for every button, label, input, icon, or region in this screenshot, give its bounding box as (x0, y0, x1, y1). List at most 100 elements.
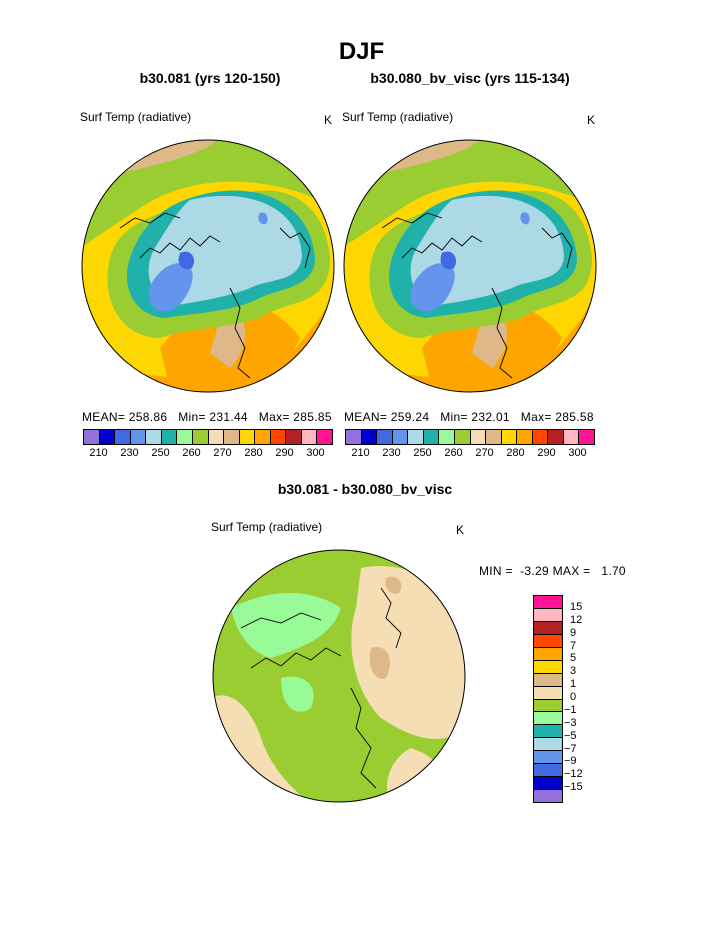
panel1-colorbar (83, 429, 333, 445)
colorbar-tick-label: 230 (382, 447, 401, 459)
colorbar-tick-label: −9 (564, 755, 577, 768)
panel1-title: b30.081 (yrs 120-150) (139, 70, 281, 86)
colorbar-tick-label: −3 (564, 716, 577, 729)
colorbar-swatch (423, 430, 440, 444)
colorbar-swatch (270, 430, 287, 444)
colorbar-tick-label: 210 (89, 447, 108, 459)
colorbar-tick-label: 1 (570, 678, 577, 691)
colorbar-swatch (534, 647, 562, 661)
panel2-colorbar (345, 429, 595, 445)
colorbar-tick-label: 280 (244, 447, 263, 459)
colorbar-swatch (534, 673, 562, 687)
colorbar-swatch (177, 430, 193, 444)
colorbar-swatch (534, 712, 562, 726)
difference-variable-label: Surf Temp (radiative) (211, 520, 323, 534)
colorbar-swatch (317, 430, 332, 444)
colorbar-swatch (84, 430, 100, 444)
colorbar-swatch (408, 430, 424, 444)
colorbar-tick-label: 210 (351, 447, 370, 459)
panel2-variable-label: Surf Temp (radiative) (342, 110, 454, 124)
panel2-units-label: K (587, 113, 596, 127)
colorbar-tick-label: 12 (570, 613, 583, 626)
colorbar-tick-label: 5 (570, 652, 577, 665)
colorbar-tick-label: −7 (564, 742, 577, 755)
colorbar-swatch (470, 430, 487, 444)
colorbar-swatch (563, 430, 580, 444)
colorbar-swatch (146, 430, 162, 444)
colorbar-swatch (301, 430, 318, 444)
colorbar-swatch (534, 686, 562, 700)
colorbar-tick-label: 250 (151, 447, 170, 459)
colorbar-swatch (534, 725, 562, 739)
colorbar-tick-label: 250 (413, 447, 432, 459)
colorbar-tick-label: 290 (537, 447, 556, 459)
colorbar-tick-label: 260 (444, 447, 463, 459)
panel1-map (80, 138, 336, 394)
colorbar-swatch (534, 634, 562, 648)
colorbar-swatch (532, 430, 549, 444)
colorbar-swatch (130, 430, 147, 444)
colorbar-tick-label: 280 (506, 447, 525, 459)
colorbar-tick-label: 270 (213, 447, 232, 459)
colorbar-swatch (534, 790, 562, 802)
difference-map (211, 548, 467, 804)
colorbar-swatch (192, 430, 209, 444)
figure-title: DJF (338, 38, 385, 65)
difference-colorbar-ticks: 15 12 9 7 5 3 1 0 −1 −3 −5 −7 −9 −12 −15 (564, 595, 608, 801)
difference-title: b30.081 - b30.080_bv_visc (277, 481, 453, 497)
colorbar-tick-label: 260 (182, 447, 201, 459)
panel2-stats: MEAN= 259.24 Min= 232.01 Max= 285.58 (344, 410, 594, 424)
colorbar-swatch (208, 430, 225, 444)
panel2-colorbar-ticks: 210 230 250 260 270 280 290 300 (345, 447, 593, 461)
colorbar-swatch (534, 751, 562, 765)
panel1-colorbar-ticks: 210 230 250 260 270 280 290 300 (83, 447, 331, 461)
colorbar-swatch (534, 660, 562, 674)
colorbar-swatch (534, 596, 562, 609)
colorbar-swatch (224, 430, 240, 444)
colorbar-swatch (534, 738, 562, 752)
colorbar-tick-label: 300 (306, 447, 325, 459)
colorbar-swatch (534, 621, 562, 635)
colorbar-swatch (534, 699, 562, 713)
colorbar-tick-label: −15 (564, 781, 583, 794)
colorbar-swatch (115, 430, 131, 444)
panel1-variable-label: Surf Temp (radiative) (80, 110, 192, 124)
difference-units-label: K (456, 523, 465, 537)
panel1-stats: MEAN= 258.86 Min= 231.44 Max= 285.85 (82, 410, 332, 424)
colorbar-swatch (579, 430, 594, 444)
colorbar-swatch (534, 777, 562, 791)
colorbar-tick-label: 7 (570, 639, 577, 652)
colorbar-swatch (534, 608, 562, 622)
colorbar-tick-label: 230 (120, 447, 139, 459)
colorbar-swatch (548, 430, 564, 444)
colorbar-tick-label: −5 (564, 729, 577, 742)
colorbar-tick-label: 15 (570, 600, 583, 613)
colorbar-swatch (439, 430, 455, 444)
colorbar-swatch (454, 430, 471, 444)
colorbar-swatch (392, 430, 409, 444)
panel2-map (342, 138, 598, 394)
colorbar-swatch (534, 764, 562, 778)
colorbar-swatch (361, 430, 378, 444)
colorbar-swatch (239, 430, 256, 444)
colorbar-swatch (501, 430, 518, 444)
colorbar-tick-label: −12 (564, 768, 583, 781)
colorbar-swatch (377, 430, 393, 444)
panel1-units-label: K (324, 113, 333, 127)
colorbar-tick-label: 0 (570, 691, 577, 703)
colorbar-tick-label: 300 (568, 447, 587, 459)
colorbar-tick-label: 3 (570, 665, 577, 678)
panel2-title: b30.080_bv_visc (yrs 115-134) (370, 70, 570, 86)
colorbar-tick-label: 270 (475, 447, 494, 459)
colorbar-swatch (486, 430, 502, 444)
colorbar-tick-label: 9 (570, 626, 577, 639)
colorbar-swatch (161, 430, 178, 444)
colorbar-tick-label: −1 (564, 703, 577, 716)
colorbar-swatch (286, 430, 302, 444)
colorbar-swatch (99, 430, 116, 444)
difference-colorbar (533, 595, 563, 803)
difference-stats: MIN = -3.29 MAX = 1.70 (479, 564, 626, 578)
colorbar-tick-label: 290 (275, 447, 294, 459)
colorbar-swatch (255, 430, 271, 444)
colorbar-swatch (346, 430, 362, 444)
